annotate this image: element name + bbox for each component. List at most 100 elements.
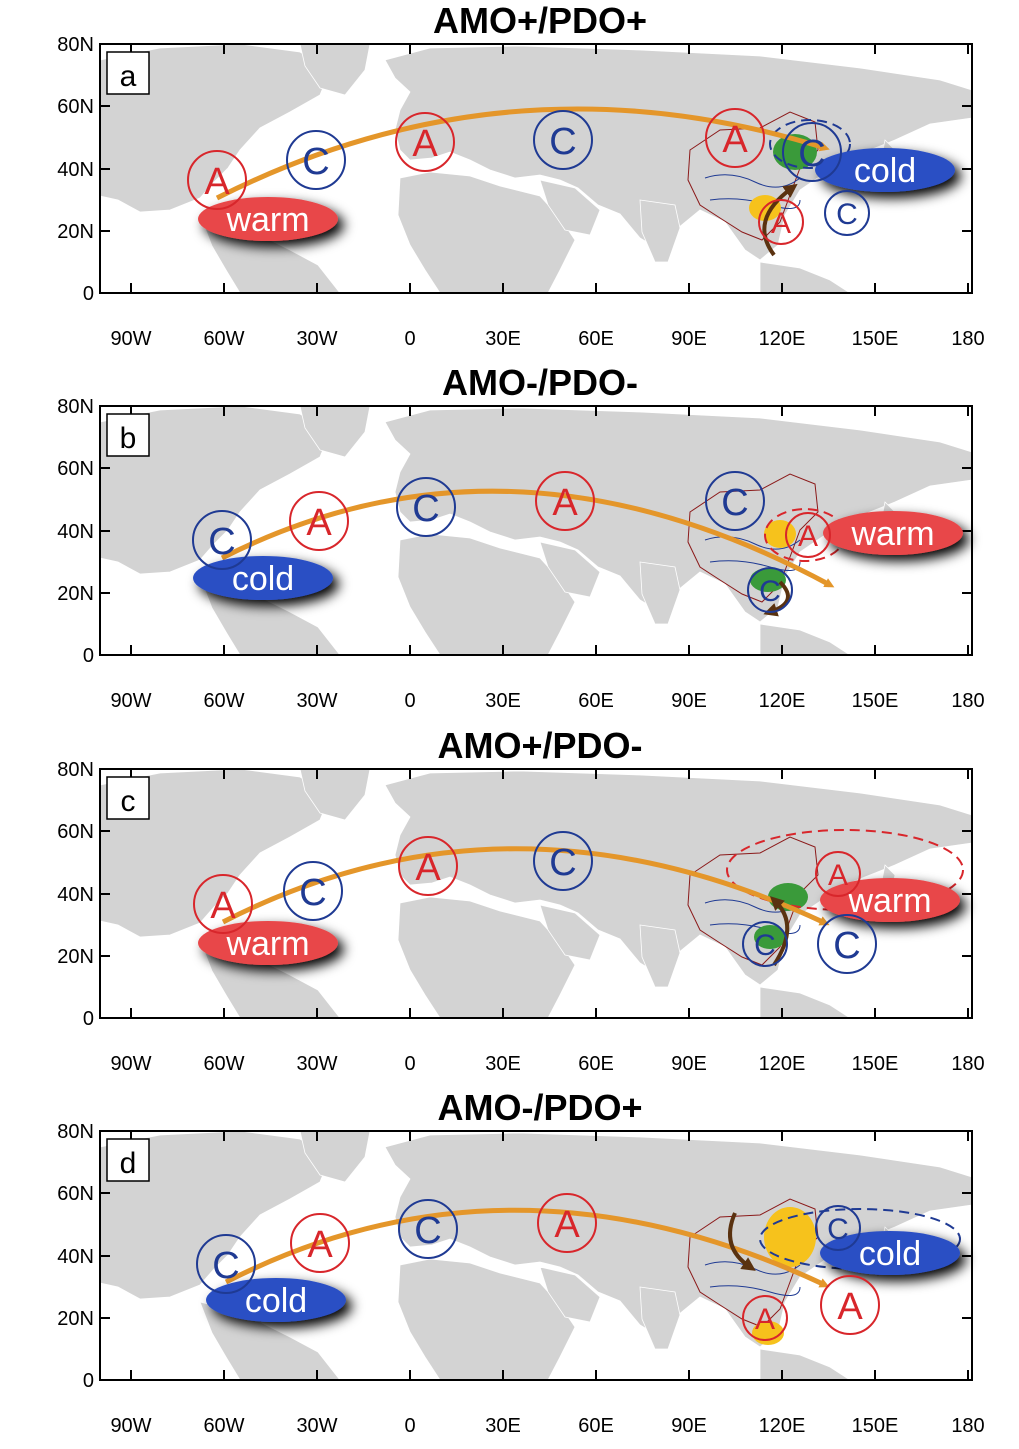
cyclone-center <box>824 190 870 236</box>
cyclone-center <box>192 510 252 570</box>
atlantic-sst-label: cold <box>232 560 294 598</box>
landmass <box>639 924 681 988</box>
landmass <box>384 45 972 261</box>
cyclone-center <box>815 1205 861 1251</box>
lon-tick-label: 180 <box>951 1053 984 1075</box>
landmass <box>639 199 681 263</box>
cyclone-center <box>747 567 793 613</box>
atlantic-sst-blob <box>193 556 333 600</box>
lon-tick-label: 120E <box>759 690 806 712</box>
lat-tick-label: 0 <box>83 1370 94 1392</box>
lon-tick-label: 150E <box>852 328 899 350</box>
anticyclone-label: A <box>415 847 441 889</box>
wave-train-arrow <box>215 106 830 201</box>
cyclone-label: C <box>759 575 781 608</box>
lon-tick-label: 180 <box>951 1415 984 1437</box>
circulation-arrow <box>763 580 790 617</box>
lat-tick-label: 0 <box>83 645 94 667</box>
anticyclone-label: A <box>798 520 818 553</box>
lat-tick-label: 60N <box>57 458 94 480</box>
dashed-anomaly-outline <box>769 119 851 169</box>
anticyclone-center <box>820 1275 880 1335</box>
lon-tick-label: 30W <box>296 1053 337 1075</box>
pacific-sst-label: cold <box>859 1235 921 1273</box>
anticyclone-center <box>705 108 765 168</box>
lon-tick-label: 90W <box>110 1053 151 1075</box>
atlantic-sst-label: warm <box>225 925 309 963</box>
lon-tick-label: 90E <box>671 1415 707 1437</box>
pacific-sst-blob <box>815 148 955 192</box>
cyclone-center <box>286 130 346 190</box>
landmass <box>100 1131 331 1300</box>
cyclone-center <box>817 914 877 974</box>
green-rainfall-patch <box>754 925 786 949</box>
green-rainfall-patch <box>750 568 786 592</box>
lat-tick-label: 60N <box>57 96 94 118</box>
china-boundary <box>687 473 819 603</box>
circulation-arrow <box>728 1212 756 1271</box>
landmass <box>397 533 576 655</box>
circulation-arrow <box>762 183 798 257</box>
lat-tick-label: 20N <box>57 1308 94 1330</box>
cyclone-label: C <box>208 521 235 563</box>
anticyclone-label: A <box>306 502 332 544</box>
lat-tick-label: 80N <box>57 34 94 56</box>
pacific-sst-label: warm <box>847 882 931 920</box>
cyclone-center <box>398 1199 458 1259</box>
lat-tick-label: 20N <box>57 946 94 968</box>
map-svg: 80N 60N 40N 20N 0 90W 60W 30W 0 30E 60E 90E 120E 150E… <box>57 34 984 350</box>
anticyclone-label: A <box>412 123 438 165</box>
lat-tick-label: 40N <box>57 521 94 543</box>
lon-tick-label: 60E <box>578 328 614 350</box>
landmass <box>539 1266 601 1323</box>
lon-tick-label: 60W <box>203 1053 244 1075</box>
cyclone-label: C <box>833 925 860 967</box>
landmass <box>539 904 601 961</box>
landmass <box>384 407 972 623</box>
lon-tick-label: 90E <box>671 1053 707 1075</box>
lat-tick-label: 80N <box>57 396 94 418</box>
anticyclone-center <box>815 851 861 897</box>
landmass <box>397 1258 576 1380</box>
cyclone-center <box>782 122 842 182</box>
cyclone-center <box>396 477 456 537</box>
lon-tick-label: 0 <box>404 1053 415 1075</box>
panel-letter: d <box>120 1147 137 1180</box>
lon-tick-label: 30W <box>296 1415 337 1437</box>
landmass <box>759 261 851 293</box>
anticyclone-center <box>537 1193 597 1253</box>
lon-tick-label: 120E <box>759 1415 806 1437</box>
lon-tick-label: 30E <box>485 1053 521 1075</box>
landmass <box>299 1131 371 1183</box>
lat-tick-label: 80N <box>57 759 94 781</box>
anticyclone-label: A <box>552 482 578 524</box>
cyclone-label: C <box>754 929 776 962</box>
landmass <box>384 1132 972 1348</box>
anticyclone-label: A <box>307 1224 333 1266</box>
anticyclone-center <box>187 150 247 210</box>
lat-tick-label: 0 <box>83 1008 94 1030</box>
map-svg: 80N 60N 40N 20N 0 90W 60W 30W 0 30E 60E 90E 120E 150E… <box>57 759 984 1075</box>
map-svg: 80N 60N 40N 20N 0 90W 60W 30W 0 30E 60E 90E 120E 150E… <box>57 1121 984 1437</box>
anticyclone-center <box>758 199 804 245</box>
anticyclone-label: A <box>837 1286 863 1328</box>
anticyclone-center <box>193 874 253 934</box>
landmass <box>539 179 601 236</box>
panel-letter: a <box>120 60 137 93</box>
lon-tick-label: 120E <box>759 328 806 350</box>
atlantic-sst-label: cold <box>245 1282 307 1320</box>
landmass <box>100 769 331 938</box>
cyclone-label: C <box>836 198 858 231</box>
panel-b: AMO-/PDO- 80N 60N 40N 20N 0 90W 60W 30W 0 30E 60E 90… <box>0 362 1019 724</box>
circulation-arrow <box>769 896 790 967</box>
cyclone-label: C <box>827 1213 849 1246</box>
landmass <box>639 561 681 625</box>
lon-tick-label: 30E <box>485 690 521 712</box>
lon-tick-label: 150E <box>852 1415 899 1437</box>
cyclone-label: C <box>302 141 329 183</box>
landmass <box>759 986 851 1018</box>
yellow-rainfall-patch <box>764 1207 816 1267</box>
cyclone-label: C <box>549 121 576 163</box>
cyclone-center <box>705 471 765 531</box>
lon-tick-label: 60E <box>578 1415 614 1437</box>
